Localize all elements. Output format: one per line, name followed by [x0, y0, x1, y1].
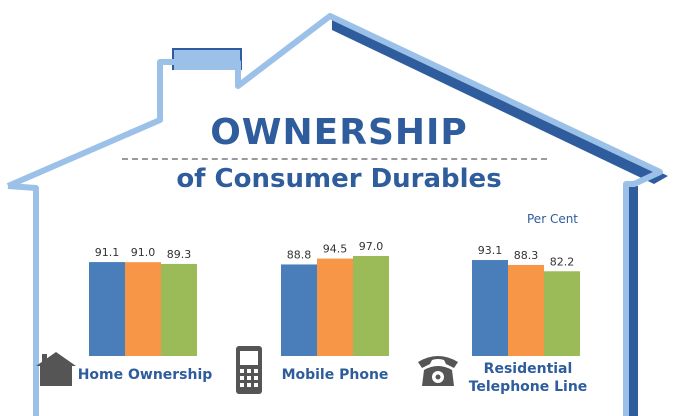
bar — [125, 262, 161, 356]
category-label-line: Telephone Line — [468, 379, 588, 395]
data-label: 97.0 — [359, 240, 384, 253]
telephone-icon — [418, 356, 458, 386]
house-icon — [36, 352, 76, 386]
bar — [508, 264, 544, 356]
bar — [544, 271, 580, 356]
data-label: 94.5 — [323, 243, 348, 256]
unit-label: Per Cent — [527, 212, 579, 226]
title-subtitle: of Consumer Durables — [176, 164, 502, 194]
mobile-phone-icon — [236, 346, 262, 394]
data-label: 89.3 — [167, 248, 192, 261]
category-label-line: Residential — [483, 361, 573, 377]
bar — [161, 263, 197, 356]
category-label-mobile-phone: Mobile Phone — [270, 366, 400, 384]
data-label: 88.8 — [287, 248, 312, 261]
category-label-line: Mobile Phone — [281, 367, 389, 383]
data-label: 91.0 — [131, 246, 156, 259]
category-label-home-ownership: Home Ownership — [70, 366, 220, 384]
title-divider — [122, 158, 547, 160]
bar — [281, 264, 317, 356]
bar — [472, 260, 508, 356]
roof-line — [6, 13, 663, 416]
data-label: 82.2 — [550, 255, 575, 268]
category-label-telephone-line: Residential Telephone Line — [458, 360, 598, 396]
data-label: 93.1 — [478, 244, 503, 257]
bar — [89, 262, 125, 356]
category-label-line: Home Ownership — [77, 367, 213, 383]
title-main: OWNERSHIP — [210, 112, 468, 153]
bar — [353, 256, 389, 356]
bar — [317, 258, 353, 356]
data-label: 88.3 — [514, 249, 539, 262]
data-label: 91.1 — [95, 246, 120, 259]
